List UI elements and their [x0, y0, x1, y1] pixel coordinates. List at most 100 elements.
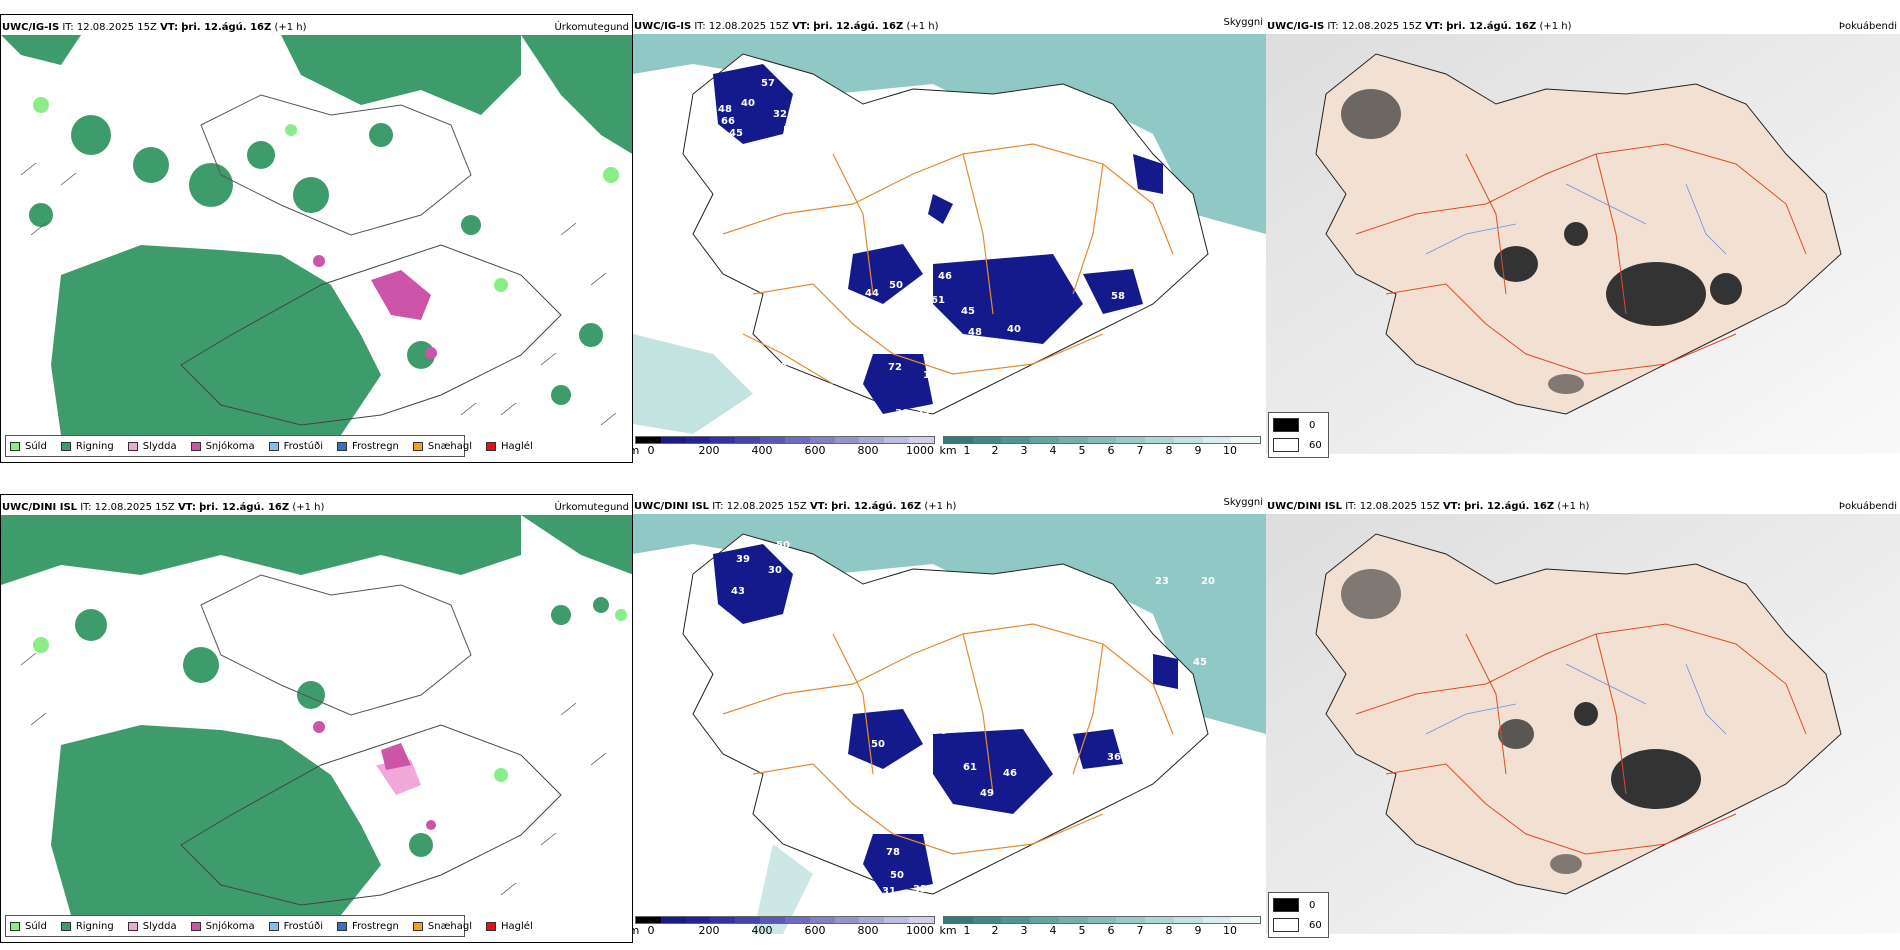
panel-header: UWC/IG-IS IT: 12.08.2025 15Z VT: þri. 12…	[634, 17, 1263, 32]
precip-map	[1, 515, 632, 915]
ceiling-label: 50	[889, 280, 903, 291]
ceiling-label: 45	[961, 306, 975, 317]
ceiling-colorbar-step	[710, 917, 736, 923]
ceiling-label: 259	[908, 319, 929, 330]
ceiling-colorbar-step	[636, 917, 661, 923]
ceiling-label: 23	[1155, 576, 1169, 587]
ceiling-label: 78	[886, 847, 900, 858]
ceiling-label: 49	[980, 788, 994, 799]
ceiling-label: 44	[865, 288, 879, 299]
visibility-colorbar-step	[972, 917, 1002, 923]
ceiling-label: 33	[916, 406, 930, 417]
ceiling-label: 36	[1107, 752, 1121, 763]
visibility-colorbar-step	[1202, 917, 1232, 923]
ceiling-colorbar-step	[809, 437, 835, 443]
ceiling-colorbar-step	[859, 437, 885, 443]
fog-map	[1266, 514, 1900, 934]
ceiling-label: 40	[1007, 324, 1021, 335]
ceiling-label: 46	[938, 271, 952, 282]
ceiling-colorbar-step	[660, 917, 686, 923]
ceiling-label: 83	[775, 824, 789, 835]
legend-swatch-snow	[190, 441, 201, 451]
ceiling-colorbar-step	[784, 437, 810, 443]
ceiling-label: 50	[890, 870, 904, 881]
visibility-colorbar-step	[1058, 917, 1088, 923]
visibility-colorbar-ticks: km 1 2 3 4 5 6 7 8 9 10	[939, 924, 1237, 937]
ceiling-colorbar-step	[760, 917, 785, 923]
ceiling-label: 50	[776, 540, 790, 551]
visibility-colorbar-step	[1116, 437, 1146, 443]
visibility-colorbar-step	[1058, 437, 1088, 443]
fog-swatch-dark	[1273, 418, 1299, 432]
panel-title: Úrkomutegund	[554, 502, 629, 513]
ceiling-colorbar-step	[660, 437, 686, 443]
fog-panel-row1: UWC/IG-IS IT: 12.08.2025 15Z VT: þri. 12…	[1266, 14, 1900, 463]
ceiling-colorbar-step	[834, 437, 860, 443]
ceiling-label: 57	[761, 78, 775, 89]
panel-header: UWC/DINI ISL IT: 12.08.2025 15Z VT: þri.…	[1267, 501, 1897, 512]
visibility-colorbar-step	[1231, 917, 1261, 923]
visibility-colorbar-step	[1087, 917, 1117, 923]
precip-type-panel-row2: UWC/DINI ISL IT: 12.08.2025 15Z VT: þri.…	[0, 494, 633, 943]
visibility-colorbar-step	[1030, 917, 1059, 923]
visibility-colorbar-step	[1173, 437, 1203, 443]
ceiling-colorbar-step	[710, 437, 736, 443]
fog-legend: 0 60	[1268, 412, 1329, 458]
ceiling-label: 131	[923, 370, 944, 381]
ceiling-labels: 50 39 30 43 23 20 45 50 76 61 46 49 28 3…	[731, 540, 1215, 897]
ceiling-label: 32	[773, 109, 787, 120]
visibility-colorbar-step	[1116, 917, 1146, 923]
visibility-colorbar-step	[1173, 917, 1203, 923]
legend-swatch-freezing-drizzle	[268, 921, 279, 931]
ceiling-colorbar-step	[685, 917, 711, 923]
panel-title: Þokuábendi	[1838, 21, 1897, 32]
legend-swatch-rain	[60, 921, 71, 931]
visibility-colorbar-step	[1001, 437, 1031, 443]
ceiling-label: 80	[823, 809, 837, 820]
legend-swatch-hail	[486, 441, 497, 451]
ceiling-unit: m	[633, 444, 640, 457]
ceiling-label: 46	[1003, 768, 1017, 779]
legend-swatch-sleet	[127, 921, 138, 931]
panel-header: UWC/IG-IS IT: 12.08.2025 15Z VT: þri. 12…	[2, 22, 629, 33]
ceiling-colorbar-step	[809, 917, 835, 923]
ceiling-colorbar-ticks: m 0 200 400 600 800 1000	[633, 444, 935, 457]
ceiling-colorbar-step	[760, 437, 785, 443]
precip-legend: Súld Rigning Slydda Snjókoma Frostúði Fr…	[5, 435, 533, 457]
ceiling-colorbar-step	[735, 437, 761, 443]
ceiling-label: 76	[933, 726, 947, 737]
ceiling-label: 61	[963, 762, 977, 773]
legend-swatch-snow	[190, 921, 201, 931]
ceiling-colorbar-step	[735, 917, 761, 923]
ceiling-colorbar-ticks: m 0 200 400 600 800 1000	[633, 924, 935, 937]
visibility-colorbar-ticks: km 1 2 3 4 5 6 7 8 9 10	[939, 444, 1237, 457]
precip-legend: Súld Rigning Slydda Snjókoma Frostúði Fr…	[5, 915, 533, 937]
ceiling-label: 43	[731, 586, 745, 597]
ceiling-labels: 57 40 48 32 66 51 45 24 37 52 50 46 44 6…	[718, 78, 1125, 419]
fog-map	[1266, 34, 1900, 454]
legend-swatch-drizzle	[10, 441, 20, 451]
ceiling-label: 39	[736, 554, 750, 565]
ceiling-colorbar-step	[636, 437, 661, 443]
fog-legend: 0 60	[1268, 892, 1329, 938]
panel-title: Þokuábendi	[1838, 501, 1897, 512]
ceiling-colorbar-step	[884, 917, 910, 923]
fog-panel-row2: UWC/DINI ISL IT: 12.08.2025 15Z VT: þri.…	[1266, 494, 1900, 943]
ceiling-label: 48	[968, 327, 982, 338]
ceiling-colorbar-step	[909, 917, 934, 923]
ceiling-label: 51	[783, 125, 797, 136]
ceiling-colorbar-step	[784, 917, 810, 923]
visibility-colorbar-step	[1231, 437, 1261, 443]
ceiling-unit: m	[633, 924, 640, 937]
ceiling-label: 30	[768, 565, 782, 576]
legend-swatch-snow-pellets	[412, 921, 423, 931]
precip-type-panel-row1: UWC/IG-IS IT: 12.08.2025 15Z VT: þri. 12…	[0, 14, 633, 463]
precip-map	[1, 35, 632, 435]
ceiling-colorbar-scale	[635, 916, 935, 924]
ceiling-colorbar-scale	[635, 436, 935, 444]
ceiling-label: 40	[741, 98, 755, 109]
fog-swatch-light	[1273, 438, 1299, 452]
ceiling-label: 52	[727, 256, 741, 267]
fog-swatch-light	[1273, 918, 1299, 932]
ceiling-label: 61	[931, 295, 945, 306]
